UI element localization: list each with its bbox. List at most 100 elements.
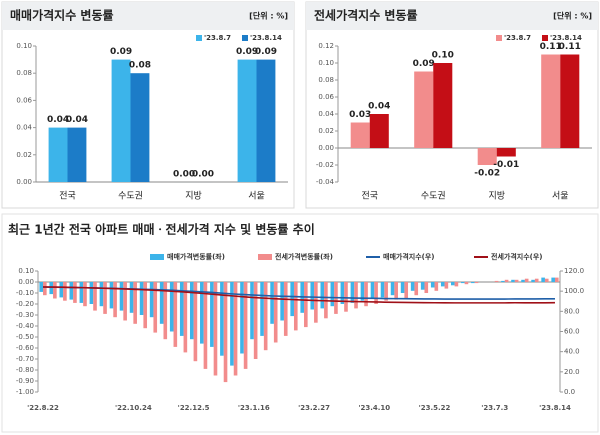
bar xyxy=(293,282,298,331)
bar xyxy=(223,282,228,383)
bar xyxy=(464,282,469,285)
bar xyxy=(39,282,44,292)
y-tick-label: -0.10 xyxy=(16,289,34,297)
bar xyxy=(501,280,505,282)
x-tick-label: 수도권 xyxy=(421,190,446,202)
bar xyxy=(220,282,224,356)
value-label: 0.04 xyxy=(47,115,69,125)
x-tick-label: 전국 xyxy=(59,191,76,202)
bar xyxy=(424,282,429,293)
legend-swatch xyxy=(542,35,548,41)
bar xyxy=(103,282,107,314)
panel-header xyxy=(306,2,598,30)
bar xyxy=(67,127,87,182)
x-tick-label: '23.8.14 xyxy=(539,404,571,412)
unit-label: [단위 : %] xyxy=(249,11,288,21)
y-tick-label: 0.06 xyxy=(16,96,32,104)
bar xyxy=(53,282,57,299)
bar xyxy=(69,282,74,300)
y-tick-label: 0.12 xyxy=(318,42,334,50)
value-label: 0.09 xyxy=(236,47,258,57)
legend-swatch xyxy=(150,254,164,260)
bar xyxy=(461,282,465,284)
bar xyxy=(534,278,539,282)
bar xyxy=(193,282,198,362)
value-label: 0.08 xyxy=(129,61,151,71)
chart-title: 전세가격지수 변동률 xyxy=(314,8,418,23)
bar xyxy=(494,280,499,282)
bar xyxy=(237,59,257,182)
bar xyxy=(163,282,168,340)
bar xyxy=(511,279,515,282)
bar xyxy=(253,282,258,359)
bar xyxy=(340,282,345,304)
bar xyxy=(400,282,405,293)
bar xyxy=(256,59,276,182)
legend-swatch xyxy=(196,35,202,41)
bar xyxy=(514,279,519,282)
legend-label: '23.8.14 xyxy=(250,34,282,42)
legend-label: 매매가격지수(우) xyxy=(383,252,434,261)
bar xyxy=(434,282,439,291)
bar xyxy=(541,277,545,282)
y-tick-label: -0.80 xyxy=(16,366,34,374)
bar xyxy=(524,278,529,282)
bar xyxy=(139,282,144,315)
bar xyxy=(243,282,248,369)
x-tick-label: '23.2.27 xyxy=(298,404,330,412)
bar xyxy=(344,282,348,312)
bar xyxy=(560,54,580,148)
legend-label: '23.8.14 xyxy=(550,34,582,42)
y-tick-label: 0.00 xyxy=(16,178,32,186)
bar xyxy=(551,277,555,282)
bar xyxy=(89,282,94,304)
bar xyxy=(350,282,355,303)
value-label: -0.02 xyxy=(474,169,500,179)
legend-label: '23.8.7 xyxy=(204,34,231,42)
x-tick-label: '23.1.16 xyxy=(238,404,270,412)
bar xyxy=(410,282,415,291)
x-tick-label: '23.4.10 xyxy=(358,404,390,412)
bar xyxy=(496,148,516,157)
x-tick-label: 지방 xyxy=(488,191,505,202)
bar xyxy=(233,282,238,376)
bar xyxy=(433,63,453,148)
bar xyxy=(330,282,335,307)
panel xyxy=(1,213,599,433)
legend-swatch xyxy=(496,35,502,41)
bar xyxy=(133,282,137,324)
bar xyxy=(230,282,234,366)
value-label: 0.00 xyxy=(192,170,214,180)
bar xyxy=(414,282,419,296)
x-tick-label: 지방 xyxy=(185,191,202,202)
x-tick-label: '22.12.5 xyxy=(178,404,210,412)
bar xyxy=(314,282,318,323)
bar xyxy=(320,282,325,309)
bar xyxy=(159,282,164,324)
value-label: 0.09 xyxy=(255,47,277,57)
chart-title: 최근 1년간 전국 아파트 매매ㆍ전세가격 지수 및 변동률 추이 xyxy=(8,222,315,237)
bar xyxy=(203,282,208,369)
y-tick-label: -1.00 xyxy=(16,388,34,396)
value-label: 0.04 xyxy=(368,102,390,112)
bar xyxy=(364,282,368,307)
bar xyxy=(43,282,47,296)
y-tick-label: 0.02 xyxy=(16,151,32,159)
value-label: 0.09 xyxy=(110,47,132,57)
bar xyxy=(99,282,104,307)
bar xyxy=(273,282,278,343)
bar xyxy=(477,148,497,165)
legend-label: '23.8.7 xyxy=(504,34,531,42)
bar xyxy=(270,282,274,324)
bar xyxy=(189,282,194,340)
bar xyxy=(504,279,509,282)
y-tick-label: 0.10 xyxy=(318,59,334,67)
bar xyxy=(113,282,117,318)
x-tick-label: 서울 xyxy=(552,191,569,202)
unit-label: [단위 : %] xyxy=(553,11,592,21)
bar xyxy=(143,282,148,329)
bar xyxy=(123,282,127,321)
bar xyxy=(310,282,315,310)
y2-tick-label: 40.0 xyxy=(564,348,580,356)
bar xyxy=(384,282,388,301)
